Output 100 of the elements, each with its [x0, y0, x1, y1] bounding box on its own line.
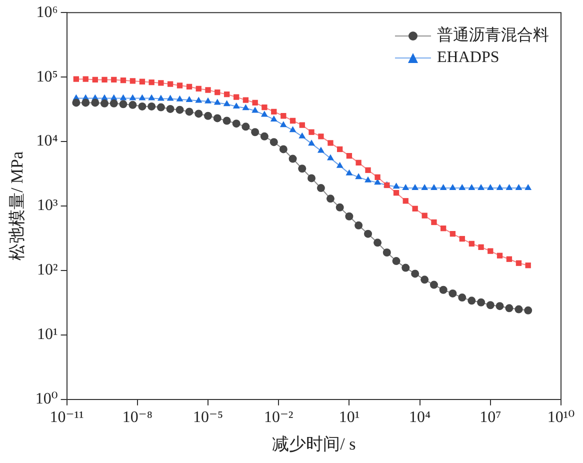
point	[430, 184, 438, 190]
x-tick-label: 10⁻¹¹	[50, 409, 84, 426]
point	[110, 99, 118, 108]
x-tick-label: 10⁷	[480, 409, 502, 426]
point	[299, 122, 305, 128]
point	[166, 104, 174, 113]
point	[328, 140, 334, 146]
point	[364, 176, 372, 182]
point	[251, 128, 260, 136]
point	[232, 102, 240, 108]
point	[242, 104, 250, 110]
point	[119, 100, 128, 108]
point	[139, 78, 146, 84]
point	[279, 145, 288, 154]
y-tick-label: 10²	[37, 262, 58, 279]
point	[411, 270, 420, 278]
point	[506, 256, 512, 262]
point	[421, 184, 428, 190]
point	[392, 257, 400, 266]
x-tick-label: 10⁻⁵	[192, 409, 224, 426]
y-tick-label: 10¹	[37, 326, 58, 344]
x-tick-label: 10⁴	[409, 409, 432, 426]
point	[308, 140, 315, 146]
point	[355, 173, 362, 180]
point	[402, 264, 410, 272]
point	[468, 296, 476, 305]
point	[308, 129, 314, 135]
point	[514, 305, 523, 314]
point	[224, 91, 230, 98]
point	[448, 289, 457, 298]
x-tick-label: 10¹⁰	[547, 409, 575, 426]
point	[458, 184, 466, 190]
point	[130, 78, 136, 84]
point	[100, 99, 109, 108]
point	[336, 203, 344, 212]
point	[525, 262, 531, 268]
x-tick-label: 10⁻²	[264, 409, 294, 426]
point	[111, 76, 117, 83]
y-tick-label: 10⁰	[35, 390, 58, 408]
point	[440, 184, 447, 190]
legend-label: 普通沥青混合料	[437, 25, 549, 46]
point	[506, 184, 513, 190]
point	[271, 108, 277, 115]
point	[430, 280, 438, 289]
point	[422, 212, 428, 218]
point	[186, 84, 192, 90]
point	[196, 86, 202, 92]
point	[280, 121, 287, 128]
point	[326, 194, 334, 203]
point	[318, 134, 324, 140]
point	[496, 184, 504, 190]
point	[393, 190, 400, 196]
point	[477, 298, 486, 306]
point	[515, 184, 522, 190]
point	[148, 102, 156, 110]
x-axis-title: 减少时间/ s	[272, 434, 356, 454]
point	[213, 114, 222, 122]
point	[156, 103, 165, 112]
point	[468, 184, 476, 190]
point	[252, 106, 259, 113]
y-axis-title: 松弛模量/ MPa	[8, 151, 27, 261]
point	[205, 87, 211, 93]
point	[176, 82, 183, 88]
point	[194, 110, 203, 118]
point	[298, 132, 306, 138]
point	[496, 302, 504, 310]
point	[270, 138, 278, 146]
legend-label: EHADPS	[437, 48, 500, 68]
point	[468, 240, 474, 247]
point	[234, 94, 240, 100]
point	[289, 126, 296, 132]
point	[176, 106, 184, 114]
point	[148, 94, 156, 100]
point	[204, 97, 212, 104]
point	[73, 76, 80, 82]
point	[242, 97, 249, 103]
point	[524, 184, 532, 190]
point	[290, 118, 296, 124]
point	[214, 89, 220, 96]
point	[336, 162, 344, 168]
point	[120, 94, 127, 100]
y-tick-label: 10⁶	[36, 4, 58, 21]
point	[288, 154, 297, 163]
point	[260, 132, 268, 140]
point	[364, 230, 372, 238]
point	[486, 301, 494, 310]
point	[222, 116, 231, 125]
point	[365, 167, 371, 173]
x-tick-label: 10⁻⁸	[122, 409, 152, 426]
point	[138, 94, 146, 100]
point	[354, 221, 363, 230]
point	[496, 252, 503, 258]
point	[478, 244, 484, 250]
point	[232, 120, 240, 128]
point	[459, 236, 465, 242]
point	[167, 81, 174, 87]
point	[524, 306, 532, 314]
point	[346, 169, 353, 176]
point	[440, 226, 446, 232]
point	[195, 96, 202, 103]
